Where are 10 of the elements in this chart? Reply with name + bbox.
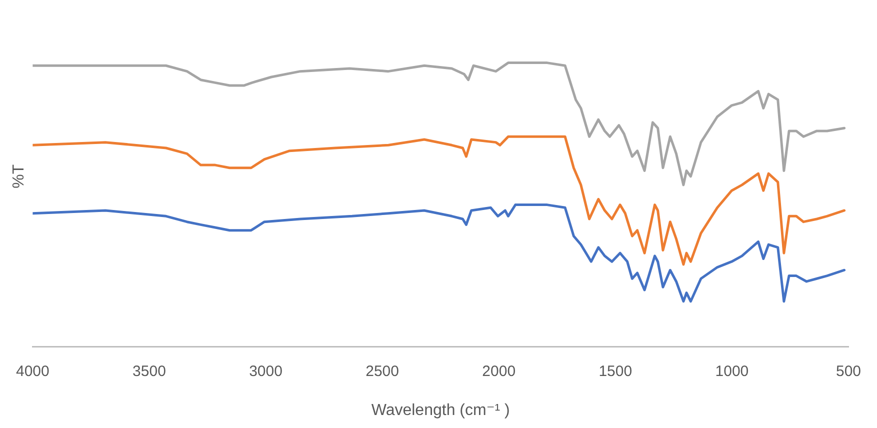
x-tick-label: 1000: [715, 362, 749, 380]
x-tick-label: 3000: [249, 362, 282, 380]
x-tick-label: 1500: [598, 362, 632, 380]
x-tick-label: 2000: [482, 362, 516, 380]
x-tick-label: 4000: [16, 362, 50, 380]
y-axis-title: %T: [10, 164, 28, 188]
x-tick-label: 2500: [366, 362, 399, 380]
x-tick-label: 500: [836, 362, 861, 380]
x-tick-label: 3500: [132, 362, 166, 380]
x-axis-title: Wavelength (cm⁻¹ ): [371, 402, 510, 419]
